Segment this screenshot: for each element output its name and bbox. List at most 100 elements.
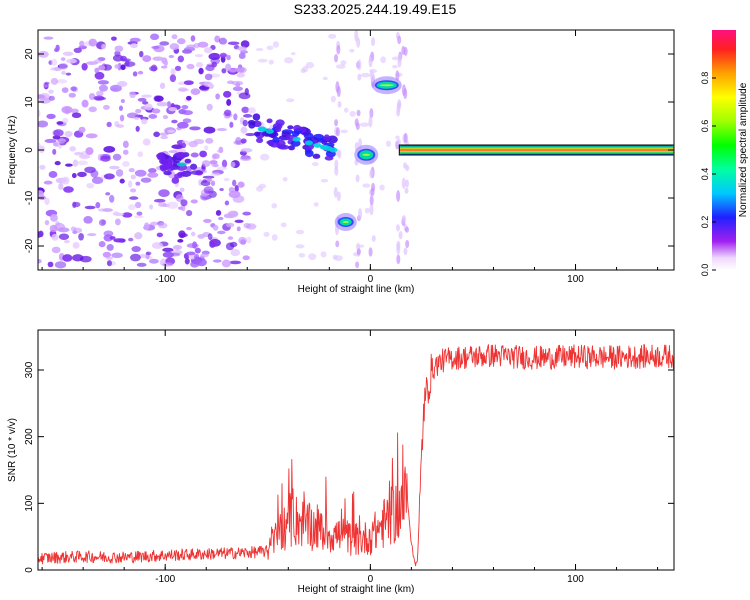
noise-blob [284, 57, 294, 64]
noise-blob [242, 211, 252, 216]
noise-blob [58, 62, 69, 70]
noise-blob [134, 232, 143, 240]
noise-blob [120, 64, 126, 71]
y-tick-label: 0 [24, 567, 35, 573]
cluster-blob [163, 170, 172, 176]
noise-blob [142, 101, 149, 105]
noise-blob [48, 89, 54, 94]
x-tick-label: 100 [567, 574, 584, 585]
noise-blob [226, 98, 232, 106]
trace-blob [272, 136, 280, 143]
noise-blob [123, 61, 136, 67]
noise-blob [133, 215, 144, 219]
cluster-blob [157, 154, 166, 161]
zero-blob-peak [362, 153, 371, 156]
noise-blob [158, 189, 170, 197]
noise-blob [148, 168, 157, 174]
noise-blob [207, 233, 213, 240]
noise-blob [322, 76, 328, 81]
noise-blob [122, 140, 129, 149]
snr-data-point [407, 496, 408, 497]
snr-data-point [616, 357, 617, 358]
noise-blob [379, 184, 385, 191]
trace-blob [323, 134, 331, 142]
noise-blob [240, 156, 252, 162]
noise-blob [151, 108, 161, 114]
noise-blob [228, 68, 237, 73]
noise-blob [200, 253, 209, 258]
noise-blob [194, 253, 200, 261]
streak-blob [369, 169, 374, 179]
noise-blob [81, 99, 89, 108]
cluster-blob [177, 171, 187, 177]
noise-blob [208, 52, 221, 60]
trace-blob [293, 124, 302, 132]
noise-blob [62, 117, 69, 124]
noise-blob [135, 108, 142, 114]
noise-blob [320, 178, 329, 183]
noise-blob [144, 103, 153, 111]
noise-blob [243, 222, 251, 229]
noise-blob [272, 41, 280, 48]
noise-blob [87, 233, 97, 237]
streak-blob [356, 109, 361, 117]
noise-blob [221, 68, 227, 74]
noise-blob [114, 218, 121, 226]
snr-data-point [165, 555, 166, 556]
noise-blob [280, 222, 287, 228]
snr-xlabel: Height of straight line (km) [298, 584, 415, 595]
y-tick-label: 20 [24, 48, 35, 60]
cluster-core [176, 162, 187, 167]
noise-blob [226, 80, 235, 85]
noise-blob [190, 261, 200, 268]
snr-data-point [247, 552, 248, 553]
noise-blob [152, 56, 164, 61]
noise-blob [149, 204, 154, 210]
snr-ylabel: SNR (10 * v/v) [7, 418, 18, 482]
noise-blob [178, 108, 187, 115]
noise-blob [225, 63, 232, 72]
streak-blob [401, 215, 406, 223]
noise-blob [118, 105, 123, 111]
noise-blob [98, 65, 106, 71]
noise-blob [395, 135, 400, 140]
noise-blob [64, 130, 73, 138]
noise-blob [194, 247, 201, 254]
noise-blob [79, 40, 85, 47]
noise-blob [169, 74, 177, 83]
noise-blob [232, 86, 244, 92]
noise-blob [194, 54, 204, 58]
noise-blob [190, 199, 198, 204]
streak-blob [395, 224, 400, 232]
noise-blob [160, 65, 168, 69]
noise-blob [43, 36, 54, 40]
noise-blob [134, 116, 140, 121]
noise-blob [385, 140, 392, 147]
trace-blob [288, 145, 295, 151]
noise-blob [240, 126, 248, 134]
noise-blob [229, 121, 234, 128]
snr-data-point [417, 559, 418, 560]
snr-axes: -100 0 100 0 100 200 300 [24, 330, 674, 585]
noise-blob [73, 47, 82, 53]
noise-blob [60, 57, 66, 61]
noise-blob [98, 241, 106, 248]
noise-blob [68, 92, 76, 98]
streak-blob [356, 248, 361, 256]
streak-blob [356, 37, 361, 48]
noise-blob [65, 163, 73, 167]
noise-blob [305, 61, 315, 69]
snr-data-point [370, 536, 371, 537]
noise-blob [286, 98, 295, 103]
noise-blob [340, 60, 347, 66]
noise-blob [295, 244, 305, 249]
noise-blob [64, 107, 70, 115]
noise-blob [263, 231, 270, 237]
noise-blob [241, 106, 250, 114]
trace-blob [304, 149, 314, 158]
noise-blob [120, 98, 125, 104]
noise-blob [343, 107, 349, 113]
noise-blob [186, 251, 196, 256]
noise-blob [71, 112, 82, 119]
